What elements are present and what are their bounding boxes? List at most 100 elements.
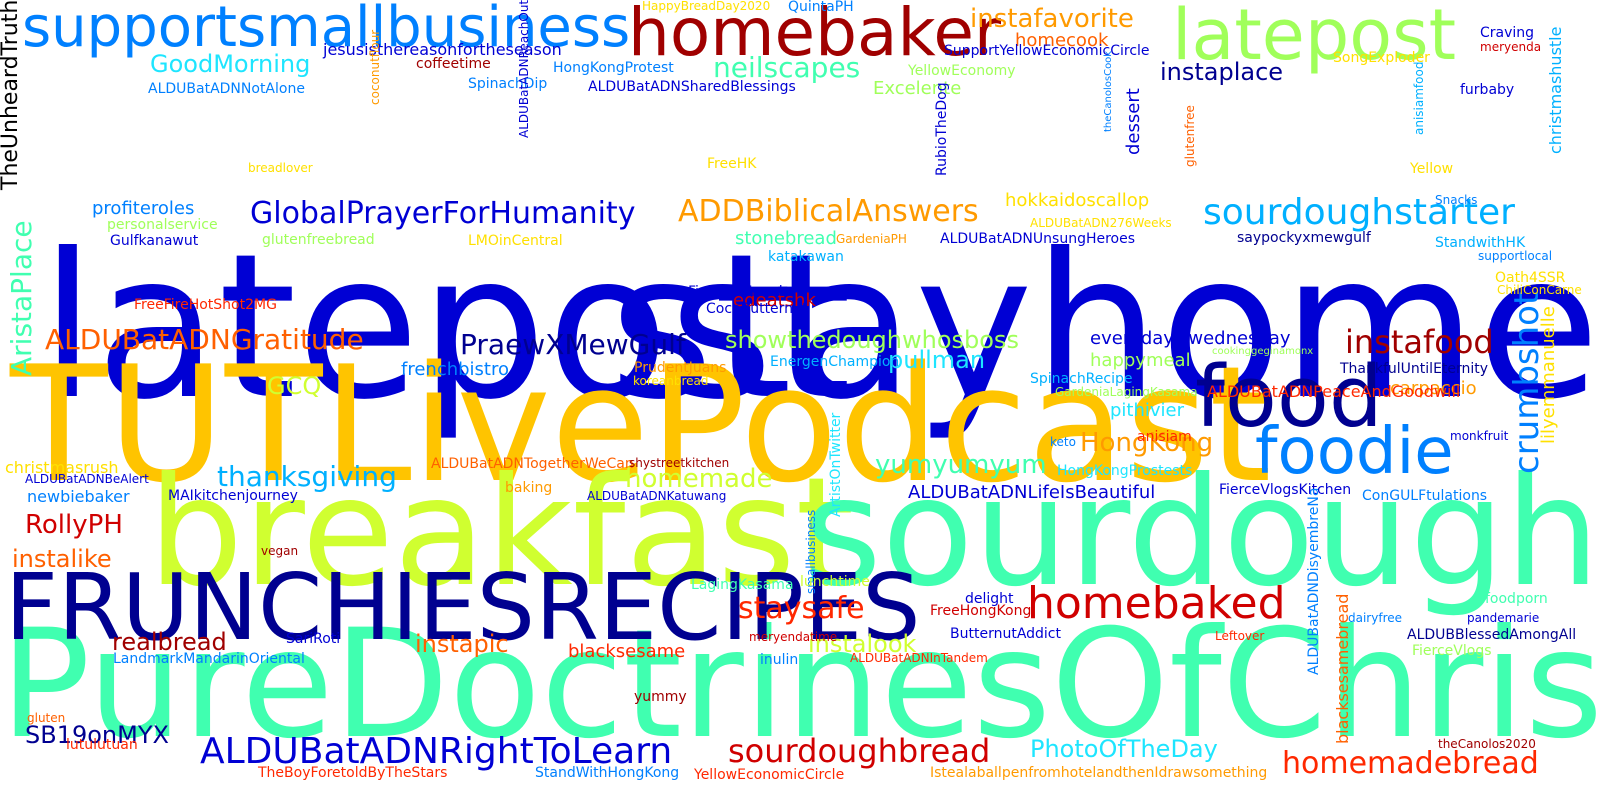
word-neilscapes: neilscapes [713,51,861,84]
word-monkfruit: monkfruit [1450,429,1509,443]
word-staysafe: staysafe [738,591,865,626]
word-yumyumyum: yumyumyum [875,450,1047,480]
word-yellow: Yellow [1410,161,1454,177]
word-christmashustle: christmashustle [1546,26,1565,154]
word-istealaballpenfromhotelandthen-idrawsomething: IstealaballpenfromhotelandthenIdrawsomet… [930,765,1268,781]
word-hong-kong: HongKong [1080,428,1214,458]
word-edeatshk: edeatshk [733,290,816,311]
word-spinach-recipe: SpinachRecipe [1030,371,1133,387]
word-the-canolos-cook: theCanolosCook [1103,50,1114,132]
word-leftover: Leftover [1215,629,1265,643]
word-support-yellow-economic-circle: SupportYellowEconomicCircle [944,43,1150,59]
word-free-hk: FreeHK [707,156,757,172]
word-sourdoughbread: sourdoughbread [728,732,991,770]
word-homecook: homecook [1015,30,1109,51]
word-coffeetime: coffeetime [416,56,491,72]
word-hong-kong-protest: HongKongProtest [553,60,674,76]
word-happy-bread-day2020: HappyBreadDay2020 [642,0,771,13]
word-dessert: dessert [1123,88,1144,155]
word-landmark-mandarin-oriental: LandmarkMandarinOriental [113,651,305,667]
word-lmoin-central: LMOinCentral [468,233,563,249]
word-prudent-juans: PrudentJuans [634,360,727,376]
word-fight-for-freedom: FightForFreedom [688,284,805,300]
word-sourdough: sourdough [803,446,1600,620]
word-spinach-dip: SpinachDip [468,76,548,92]
word-aldubat-adnbe-alert: ALDUBatADNBeAlert [25,472,149,486]
word-yummy: yummy [634,689,687,705]
word-thankful-until-eternity: ThankfulUntilEternity [1340,361,1489,377]
word-energen-champion: EnergenChampion [770,354,900,370]
word-pithivier: pithivier [1110,400,1185,421]
word-dairyfree: dairyfree [1348,611,1402,625]
word-stayhome: stayhome [609,211,1600,444]
word-butternut-addict: ButternutAddict [950,626,1061,642]
word-gulfkanawut: Gulfkanawut [110,233,199,249]
word-aldubat-adnlife-is-beautiful: ALDUBatADNLifeIsBeautiful [908,482,1156,503]
word-instafood: instafood [1345,323,1494,361]
word-sari-roti: SariRoti [286,631,341,647]
word-blacksesame: blacksesame [568,641,686,662]
word-realbread: realbread [112,628,227,656]
word-aldubat-adn276-weeks: ALDUBatADN276Weeks [1030,216,1172,230]
word-craving: Craving [1480,25,1535,41]
word-hokkaidoscallop: hokkaidoscallop [1005,190,1150,211]
word-aldubblessed-among-all: ALDUBBlessedAmongAll [1407,627,1577,643]
word-frenchbistro: frenchbistro [401,359,510,380]
word-free-hong-kong: FreeHongKong [930,603,1032,619]
word-fierce-vlogs-kitchen: FierceVlogsKitchen [1219,482,1352,498]
word-coco-butternut: CocoButternut [706,301,808,317]
word-glutenfree: glutenfree [1183,105,1197,167]
word-cookinggeginamonx: cookinggeginamonx [1212,346,1314,357]
word-yellow-economy: YellowEconomy [908,63,1016,79]
word-meryenda: meryenda [1480,40,1542,54]
word-stand-with-hong-kong: StandWithHongKong [535,765,680,781]
word-aldubat-adnkatuwang: ALDUBatADNKatuwang [587,489,727,503]
word-laging-kasama: LagingKasama [691,577,794,593]
word-yellow-economic-circle: YellowEconomicCircle [694,767,845,783]
word-keto: keto [1050,435,1076,449]
word-supportlocal: supportlocal [1478,249,1553,263]
word-standwith-hk: StandwithHK [1435,235,1526,251]
word-saypockyxmewgulf: saypockyxmewgulf [1237,230,1371,246]
word-gardenia-laging-kasama: GardeniaLagingKasama [1055,385,1198,399]
word-lutulutuan: lutulutuan [66,737,138,753]
word-glutenfreebread: glutenfreebread [262,232,375,248]
word-instalook: instalook [808,630,917,658]
word-coconutflour: coconutflour [368,29,382,105]
word-happymeal: happymeal [1090,350,1191,371]
word-hong-kong-prostests: HongKongProstests [1057,463,1193,479]
word-chili-con-carne: ChiliConCarne [1497,283,1582,297]
word-carpaccio: carpaccio [1390,378,1477,399]
word-vegan: vegan [261,544,299,558]
word-photo-of-the-day: PhotoOfTheDay [1030,735,1218,763]
word-the-canolos2020: theCanolos2020 [1438,737,1536,751]
word-anisiam: anisiam [1137,429,1192,445]
word-instapic: instapic [415,630,509,658]
word-thanksgiving: thanksgiving [217,460,397,493]
word-snacks: Snacks [1435,193,1478,207]
word-maikitchenjourney: MAIkitchenjourney [168,488,298,504]
word-personalservice: personalservice [107,217,218,233]
word-koreanbread: koreanbread [633,374,709,388]
word-lunchtime: lunchtime [800,574,870,590]
word-aldubat-adndisyembre-na: ALDUBatADNDisyembreNa [1306,487,1322,675]
word-blacksesamebread: blacksesamebread [1333,593,1352,744]
word-showthedoughwhosboss: showthedoughwhosboss [725,326,1019,354]
word-tutlive-podcast: TUTLivePodcast [10,331,1272,518]
word-jesusisthereasonfortheseason: jesusisthereasonfortheseason [323,40,562,59]
word-con-gulftulations: ConGULFtulations [1362,488,1488,504]
word-frunchiesrecipes: FRUNCHIESRECIPES [5,554,921,661]
word-aldubat-adngratitude: ALDUBatADNGratitude [45,323,364,356]
word-anisiamfood: anisiamfood [1412,61,1426,135]
word-pullman: pullman [888,346,986,374]
word-sourdoughstarter: sourdoughstarter [1203,192,1515,233]
word-inulin: inulin [760,652,799,668]
word-aldubat-adnin-tandem: ALDUBatADNInTandem [850,651,988,665]
word-sb19on-myx: SB19onMYX [25,721,169,749]
word-baking: baking [505,480,553,496]
word-quinta-ph: QuintaPH [788,0,854,15]
word-instalike: instalike [12,545,112,573]
word-supportsmallbusiness: supportsmallbusiness [22,0,631,60]
word-profiteroles: profiteroles [92,198,195,219]
